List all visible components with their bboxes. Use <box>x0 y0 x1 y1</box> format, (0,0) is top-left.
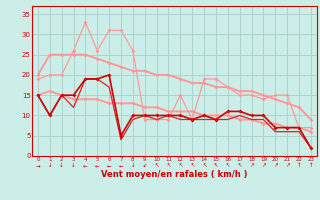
X-axis label: Vent moyen/en rafales ( km/h ): Vent moyen/en rafales ( km/h ) <box>101 170 248 179</box>
